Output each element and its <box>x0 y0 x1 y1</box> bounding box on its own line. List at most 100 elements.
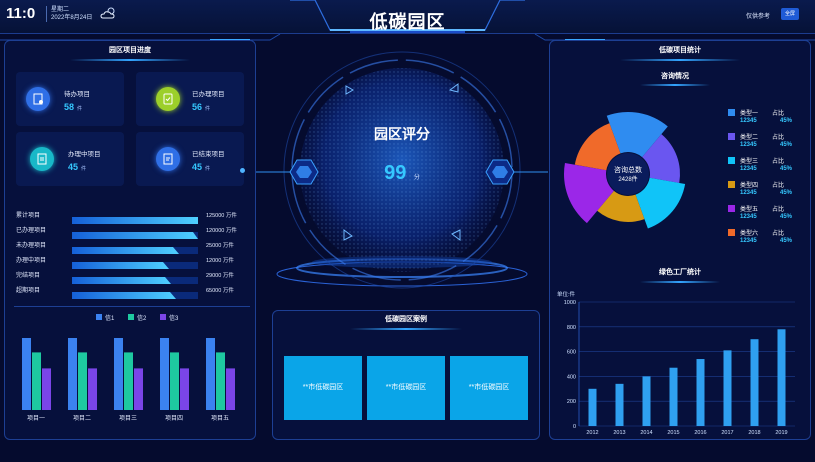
pie-center <box>607 153 649 195</box>
pie-slice <box>564 162 614 224</box>
y-tick-label: 400 <box>567 374 576 380</box>
connector-dot-left <box>240 168 245 173</box>
bar <box>42 368 51 410</box>
progress-row: 累计项目 125000 万件 <box>16 210 248 224</box>
bar <box>777 329 786 426</box>
legend-ratio-label: 占比 <box>772 159 785 165</box>
progress-row-value: 65000 万件 <box>206 288 234 294</box>
green-factory-bar-chart: 单位:件 0 200 400 600 800 1000 2012 2013 2014 2015 201… <box>557 290 795 436</box>
title-underline <box>620 59 740 61</box>
legend-label: 信3 <box>169 314 179 322</box>
doc-done-icon <box>156 147 180 171</box>
case-card-3[interactable]: **市低碳园区 <box>450 356 528 420</box>
progress-row-label: 已办理项目 <box>16 228 47 234</box>
park-score-label: 园区评分 <box>374 126 430 142</box>
legend-swatch <box>128 314 134 320</box>
legend-name: 类型五 <box>740 207 759 213</box>
card-pending-value: 58 件 <box>64 102 83 112</box>
pending-doc-icon <box>26 87 50 111</box>
title-underline <box>70 59 190 61</box>
x-tick-label: 2013 <box>613 430 625 436</box>
card-pending-label: 待办项目 <box>64 91 90 98</box>
y-tick-label: 0 <box>573 424 576 430</box>
legend-swatch <box>96 314 102 320</box>
bar <box>68 338 77 410</box>
card-finished[interactable] <box>136 132 244 186</box>
y-tick-label: 800 <box>567 325 576 331</box>
legend-value: 12345 <box>740 166 757 172</box>
y-tick-label: 200 <box>567 399 576 405</box>
pie-center-value: 2428件 <box>618 175 637 183</box>
x-tick-label: 项目三 <box>119 415 137 422</box>
legend-percent: 45% <box>780 118 793 124</box>
bar <box>226 368 235 410</box>
legend-swatch <box>728 157 735 164</box>
date-box: 星期二 2022年8月24日 <box>46 6 92 22</box>
pie-slice <box>574 123 621 171</box>
clock-time: 11:0 <box>6 5 36 22</box>
bar <box>642 376 651 426</box>
bar <box>22 338 31 410</box>
bar <box>216 352 225 410</box>
title-plate <box>290 0 525 33</box>
park-score-value: 99 分 <box>384 162 420 184</box>
progress-row-value: 29000 万件 <box>206 273 234 279</box>
case-card-1[interactable]: **市低碳园区 <box>284 356 362 420</box>
x-tick-label: 2019 <box>775 430 787 436</box>
progress-row: 已办理项目 120000 万件 <box>16 225 248 239</box>
progress-row-label: 办理中项目 <box>16 258 47 264</box>
progress-row-label: 累计项目 <box>16 213 41 219</box>
pie-slice <box>606 112 668 158</box>
card-done-label: 已办理项目 <box>192 91 225 98</box>
progress-bar <box>72 286 198 299</box>
case-card-2[interactable]: **市低碳园区 <box>367 356 445 420</box>
card-finished-label: 已结束项目 <box>192 151 225 158</box>
progress-row-label: 未办理项目 <box>16 243 47 249</box>
progress-row: 超期项目 65000 万件 <box>16 285 248 299</box>
consult-title: 咨询情况 <box>661 73 689 80</box>
chart-legend: 信1 信2 信3 <box>96 314 179 322</box>
legend-swatch <box>728 205 735 212</box>
bar <box>170 352 179 410</box>
pie-slice <box>642 134 680 183</box>
project-progress-title: 园区项目进度 <box>109 47 151 54</box>
progress-bar <box>72 271 198 284</box>
legend-ratio-label: 占比 <box>772 207 785 213</box>
legend-swatch <box>728 109 735 116</box>
weekday-text: 星期二 <box>51 7 70 13</box>
x-tick-label: 2014 <box>640 430 652 436</box>
legend-percent: 45% <box>780 166 793 172</box>
progress-bar <box>72 256 198 269</box>
title-underline <box>640 84 710 86</box>
progress-row-value: 120000 万件 <box>206 228 237 234</box>
pie-center-label: 咨询总数 <box>614 165 642 174</box>
progress-bar <box>72 211 198 224</box>
x-tick-label: 项目四 <box>165 415 183 422</box>
x-tick-label: 2015 <box>667 430 679 436</box>
legend-name: 类型三 <box>740 159 759 165</box>
lowcarbon-stats-panel <box>549 40 811 440</box>
project-bar-chart: 信1 信2 信3 项目一 项目二 项目三 项目四 项目五 <box>22 314 235 422</box>
legend-ratio-label: 占比 <box>772 111 785 117</box>
pie-slice <box>597 190 645 222</box>
progress-row: 未办理项目 25000 万件 <box>16 240 248 254</box>
fullscreen-button[interactable]: 全屏 <box>781 8 799 20</box>
page-title: 低碳园区 <box>369 12 446 32</box>
case-panel-title: 低碳园区案例 <box>385 316 427 323</box>
bar <box>588 388 597 426</box>
progress-row-label: 超期项目 <box>16 288 41 294</box>
card-done[interactable] <box>136 72 244 126</box>
legend-value: 12345 <box>740 214 757 220</box>
legend-ratio-label: 占比 <box>772 183 785 189</box>
legend-value: 12345 <box>740 238 757 244</box>
top-bar <box>0 0 815 34</box>
progress-bar <box>72 226 198 239</box>
progress-row-value: 12000 万件 <box>206 258 234 264</box>
bar <box>134 368 143 410</box>
legend-swatch <box>728 181 735 188</box>
bar <box>160 338 169 410</box>
legend-percent: 45% <box>780 142 793 148</box>
progress-row-label: 完结项目 <box>16 273 41 279</box>
legend-value: 12345 <box>740 190 757 196</box>
